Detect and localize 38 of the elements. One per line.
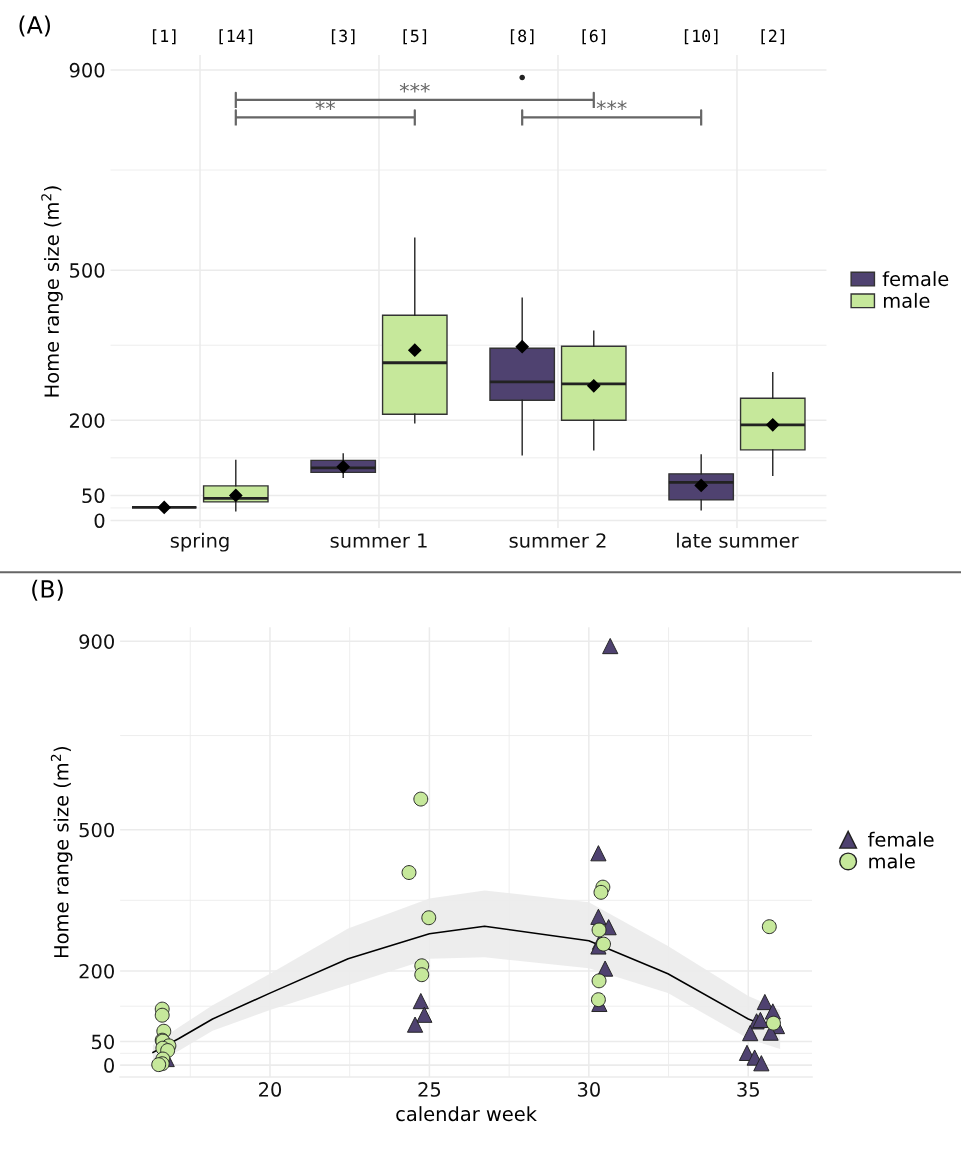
y-tick-label: 500 <box>70 263 105 278</box>
x-tick-label: 35 <box>737 1082 759 1097</box>
y-axis-title: Home range size (m$^{2}$) <box>50 746 73 958</box>
legend-label: male <box>869 853 915 869</box>
text: [14] <box>219 29 253 45</box>
text: [1] <box>152 29 176 45</box>
y-tick-label: 200 <box>79 963 114 979</box>
legend-label: female <box>868 831 934 847</box>
x-tick-label: summer 2 <box>509 533 606 548</box>
x-tick-label: late summer <box>677 532 799 548</box>
text: [6] <box>582 29 606 45</box>
x-tick-label: 20 <box>259 1082 282 1097</box>
legend-label: male <box>884 292 930 308</box>
x-tick-label: 30 <box>577 1082 600 1097</box>
chart-title: (A) <box>19 15 50 37</box>
x-axis-title: calendar week <box>396 1106 537 1122</box>
annotation: *** <box>596 100 627 110</box>
annotation: ** <box>315 100 336 110</box>
annotation: *** <box>399 82 430 93</box>
text: [10] <box>684 29 718 45</box>
y-tick-label: 500 <box>79 822 114 838</box>
chart-title: (B) <box>32 579 63 601</box>
x-tick-label: spring <box>170 532 229 552</box>
y-tick-label: 50 <box>92 1034 114 1050</box>
y-tick-label: 900 <box>79 634 114 650</box>
y-tick-label: 50 <box>82 488 105 504</box>
legend-label: female <box>882 271 949 287</box>
y-tick-label: 900 <box>69 62 105 78</box>
text: [5] <box>403 29 427 45</box>
text: [3] <box>331 29 355 45</box>
x-tick-label: summer 1 <box>330 533 427 548</box>
y-tick-label: 0 <box>94 513 105 529</box>
text: [2] <box>761 29 785 45</box>
y-tick-label: 0 <box>104 1058 114 1073</box>
y-axis-title: Home range size (m$^{2}$) <box>41 186 63 397</box>
y-tick-label: 200 <box>69 413 105 428</box>
x-tick-label: 25 <box>418 1082 441 1097</box>
text: [8] <box>510 29 534 45</box>
